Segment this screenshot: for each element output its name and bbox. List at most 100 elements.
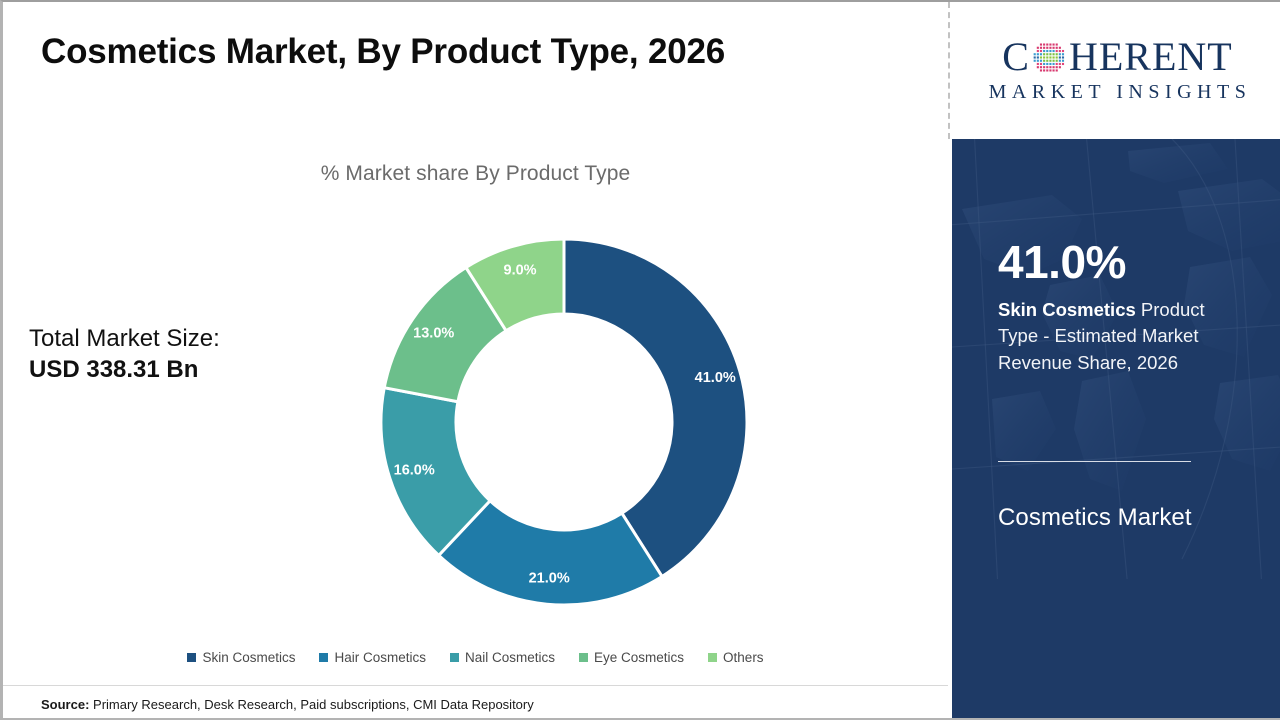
globe-dot (1043, 55, 1046, 59)
legend-swatch-icon (187, 653, 197, 662)
globe-dot (1049, 52, 1052, 55)
footer: Source: Primary Research, Desk Research,… (3, 685, 948, 718)
globe-dot (1043, 68, 1046, 72)
globe-dot (1058, 55, 1061, 59)
globe-dot (1052, 49, 1055, 52)
market-name: Cosmetics Market (998, 504, 1192, 531)
globe-dot (1046, 65, 1049, 68)
donut-slice-label: 16.0% (394, 462, 435, 478)
globe-dot (1055, 62, 1058, 65)
globe-dot (1046, 42, 1049, 46)
legend-swatch-icon (449, 653, 459, 662)
globe-dot (1039, 65, 1043, 68)
stat-description-rest: Product Type - Estimated Market Revenue … (998, 299, 1205, 373)
globe-dot (1055, 68, 1058, 72)
brand-logo[interactable]: C HERENT MARKET INSIGHTS (952, 2, 1280, 139)
globe-dot (1058, 62, 1061, 65)
globe-dot (1058, 52, 1061, 55)
globe-dots-icon (1031, 39, 1068, 76)
globe-dot (1055, 46, 1058, 49)
logo-word-part2: HERENT (1068, 34, 1233, 79)
donut-slice (436, 498, 665, 607)
legend-label: Others (723, 650, 764, 665)
globe-dot (1049, 65, 1052, 68)
globe-dot (1058, 65, 1061, 68)
globe-dot (1043, 42, 1046, 46)
stat-value: 41.0% (998, 236, 1126, 288)
globe-dot (1039, 52, 1043, 55)
stat-description-highlight: Skin Cosmetics (998, 299, 1136, 320)
legend-item[interactable]: Others (708, 650, 764, 665)
globe-dot (1058, 59, 1061, 62)
logo-tagline: MARKET INSIGHTS (988, 81, 1252, 103)
donut-slice-label: 41.0% (695, 370, 736, 386)
globe-dot (1036, 62, 1039, 65)
globe-dot (1043, 46, 1046, 49)
logo-word-part1: C (1002, 34, 1030, 79)
market-size-value: USD 338.31 Bn (29, 355, 199, 383)
globe-dot (1061, 55, 1065, 59)
logo-wordmark: C HERENT (1002, 37, 1232, 77)
globe-dot (1052, 62, 1055, 65)
globe-dot (1052, 42, 1055, 46)
right-panel: C HERENT MARKET INSIGHTS (952, 2, 1280, 718)
market-size-label: Total Market Size: (29, 325, 220, 352)
globe-dot (1043, 49, 1046, 52)
legend-label: Nail Cosmetics (464, 650, 556, 665)
globe-dot (1039, 42, 1043, 46)
globe-dot (1055, 65, 1058, 68)
globe-dot (1058, 46, 1061, 49)
globe-dot (1052, 46, 1055, 49)
source-label: Source: (41, 696, 90, 712)
globe-dot (1036, 52, 1039, 55)
highlight-stat-panel: 41.0% Skin Cosmetics Product Type - Esti… (952, 139, 1280, 718)
globe-dot (1049, 68, 1052, 72)
globe-dot (1058, 49, 1061, 52)
globe-dot (1039, 68, 1043, 72)
chart-legend: Skin Cosmetics Hair Cosmetics Nail Cosmeti… (3, 650, 948, 665)
legend-item[interactable]: Skin Cosmetics (187, 650, 295, 665)
donut-slice (562, 237, 749, 579)
donut-slice-label: 9.0% (504, 263, 537, 279)
globe-dot (1046, 52, 1049, 55)
globe-dot (1052, 65, 1055, 68)
globe-dot (1052, 52, 1055, 55)
donut-slice-label: 13.0% (413, 325, 454, 341)
globe-dot (1061, 62, 1065, 65)
stat-description: Skin Cosmetics Product Type - Estimated … (998, 297, 1248, 376)
globe-dot (1043, 52, 1046, 55)
globe-dot (1049, 59, 1052, 62)
legend-item[interactable]: Eye Cosmetics (579, 650, 684, 665)
total-market-size: Total Market Size: USD 338.31 Bn (29, 324, 220, 385)
chart-panel: Cosmetics Market, By Product Type, 2026 … (3, 2, 948, 718)
globe-dot (1055, 52, 1058, 55)
globe-dot (1049, 46, 1052, 49)
globe-dot (1049, 62, 1052, 65)
donut-slice (463, 237, 566, 333)
legend-swatch-icon (708, 653, 718, 662)
globe-dot (1046, 59, 1049, 62)
stat-content: 41.0% Skin Cosmetics Product Type - Esti… (998, 239, 1248, 376)
globe-dot (1033, 52, 1036, 55)
legend-item[interactable]: Nail Cosmetics (449, 650, 556, 665)
donut-chart-svg: 41.0% 21.0% 16.0% 13.0% 9.0% (379, 237, 749, 607)
panel-divider (948, 2, 950, 139)
donut-chart: 41.0% 21.0% 16.0% 13.0% 9.0% (373, 231, 755, 613)
globe-dot (1052, 68, 1055, 72)
globe-dot (1046, 62, 1049, 65)
globe-dot (1055, 49, 1058, 52)
globe-dot (1039, 49, 1043, 52)
chart-subtitle: % Market share By Product Type (320, 162, 631, 185)
globe-dot (1043, 59, 1046, 62)
globe-dot (1046, 49, 1049, 52)
globe-dot (1055, 59, 1058, 62)
globe-dot (1039, 62, 1043, 65)
donut-slices (379, 237, 749, 607)
legend-swatch-icon (319, 653, 329, 662)
globe-dot (1043, 65, 1046, 68)
globe-dot (1033, 59, 1036, 62)
page-title: Cosmetics Market, By Product Type, 2026 (41, 32, 726, 71)
legend-item[interactable]: Hair Cosmetics (319, 650, 426, 665)
globe-dot (1036, 59, 1039, 62)
globe-dot (1039, 55, 1043, 59)
